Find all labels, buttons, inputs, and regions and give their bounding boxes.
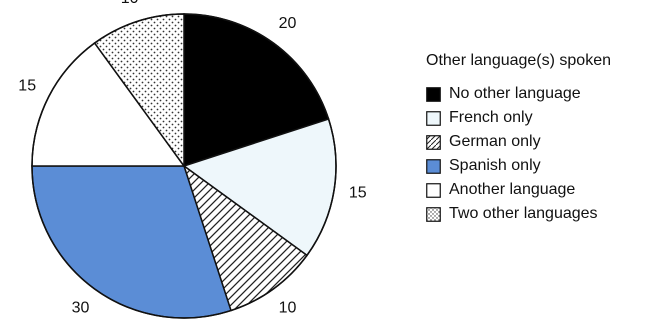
legend-item-french-only: French only bbox=[426, 106, 611, 130]
pie-outline bbox=[31, 13, 337, 319]
legend-swatch-another-language bbox=[426, 182, 441, 198]
legend-label-french-only: French only bbox=[449, 109, 533, 126]
legend-item-another-language: Another language bbox=[426, 178, 611, 202]
chart-legend: Other language(s) spoken No other langua… bbox=[426, 52, 611, 226]
legend-label-spanish-only: Spanish only bbox=[449, 157, 541, 174]
legend-swatch-german-only bbox=[426, 134, 441, 150]
legend-label-two-other-languages: Two other languages bbox=[449, 205, 598, 222]
legend-swatch-no-other-language bbox=[426, 86, 441, 102]
pie-chart: 20 15 10 30 15 10 bbox=[18, 0, 367, 319]
data-label-german-only: 10 bbox=[279, 300, 297, 317]
data-label-another-language: 15 bbox=[18, 77, 36, 94]
legend-title: Other language(s) spoken bbox=[426, 52, 611, 69]
legend-item-spanish-only: Spanish only bbox=[426, 154, 611, 178]
legend-label-another-language: Another language bbox=[449, 181, 576, 198]
legend-item-no-other-language: No other language bbox=[426, 82, 611, 106]
data-label-spanish-only: 30 bbox=[72, 300, 90, 317]
data-label-french-only: 15 bbox=[349, 185, 367, 202]
legend-label-no-other-language: No other language bbox=[449, 85, 581, 102]
legend-swatch-french-only bbox=[426, 110, 441, 126]
legend-swatch-two-other-languages bbox=[426, 206, 441, 222]
legend-swatch-spanish-only bbox=[426, 158, 441, 174]
legend-label-german-only: German only bbox=[449, 133, 541, 150]
data-label-no-other-language: 20 bbox=[279, 15, 297, 32]
data-label-two-other-languages: 10 bbox=[121, 0, 139, 7]
legend-item-german-only: German only bbox=[426, 130, 611, 154]
legend-item-two-other-languages: Two other languages bbox=[426, 202, 611, 226]
